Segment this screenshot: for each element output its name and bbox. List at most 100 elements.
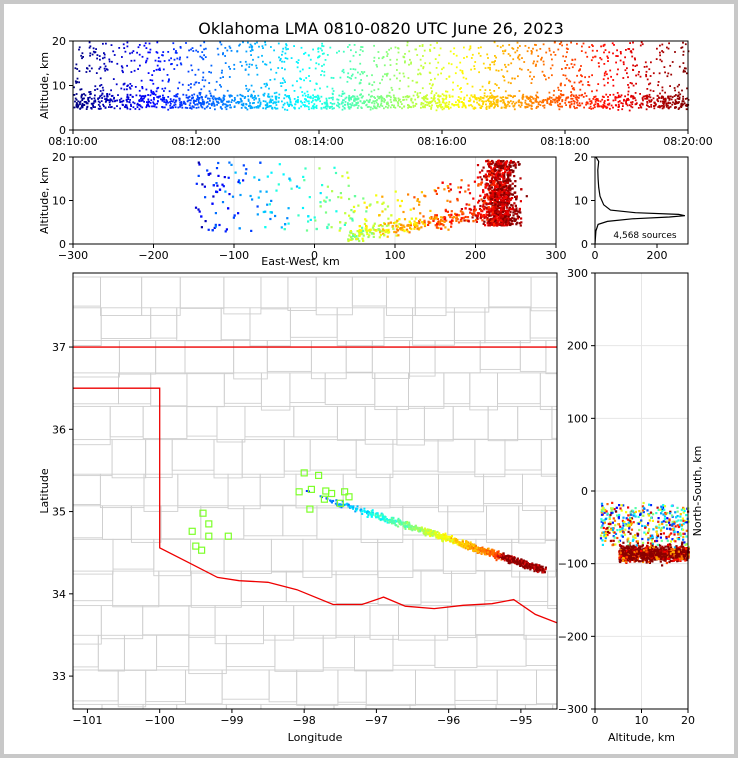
- source-point: [418, 222, 421, 225]
- source-point: [497, 105, 499, 108]
- source-point: [460, 219, 463, 223]
- source-point: [372, 228, 375, 231]
- source-point: [105, 100, 107, 102]
- source-point: [422, 66, 425, 68]
- source-point: [405, 98, 408, 101]
- source-point: [357, 204, 360, 207]
- source-point: [264, 100, 267, 103]
- source-point: [395, 224, 398, 227]
- source-point: [141, 55, 144, 58]
- source-point: [143, 44, 146, 47]
- source-point: [604, 105, 607, 108]
- source-point: [662, 98, 665, 100]
- source-point: [141, 99, 144, 102]
- source-point: [562, 93, 565, 96]
- source-point: [401, 107, 403, 110]
- source-point: [377, 228, 380, 231]
- source-point: [521, 95, 524, 97]
- source-point: [354, 510, 357, 513]
- source-point: [581, 83, 584, 86]
- source-point: [493, 63, 496, 66]
- source-point: [159, 60, 162, 63]
- source-point: [616, 73, 619, 76]
- source-point: [224, 106, 227, 109]
- source-point: [493, 95, 496, 98]
- source-point: [542, 101, 544, 104]
- source-point: [631, 101, 634, 103]
- source-point: [198, 91, 201, 94]
- source-point: [258, 178, 261, 181]
- source-point: [199, 102, 202, 104]
- source-point: [456, 197, 459, 201]
- source-point: [408, 95, 411, 98]
- source-point: [169, 98, 172, 100]
- source-point: [473, 107, 476, 110]
- source-point: [653, 102, 656, 105]
- source-point: [91, 53, 94, 56]
- source-point: [526, 106, 528, 108]
- source-point: [399, 79, 401, 82]
- source-point: [581, 102, 584, 105]
- source-point: [179, 103, 181, 106]
- source-point: [392, 94, 395, 97]
- source-point: [504, 104, 507, 106]
- source-point: [580, 80, 583, 83]
- source-point: [554, 98, 557, 101]
- source-point: [520, 221, 523, 224]
- source-point: [74, 97, 77, 100]
- source-point: [101, 97, 103, 99]
- source-point: [93, 100, 96, 103]
- source-point: [535, 107, 538, 109]
- source-point: [588, 75, 591, 78]
- source-point: [573, 105, 575, 108]
- source-point: [487, 66, 490, 69]
- source-point: [382, 201, 385, 204]
- source-point: [508, 213, 511, 217]
- county-cell: [227, 473, 261, 510]
- source-point: [499, 96, 502, 99]
- source-point: [537, 105, 539, 108]
- source-point: [348, 44, 351, 46]
- source-point: [515, 197, 518, 200]
- source-point: [159, 69, 161, 71]
- source-point: [584, 51, 587, 54]
- source-point: [662, 51, 665, 54]
- map-sources: [305, 490, 547, 574]
- source-point: [155, 68, 158, 71]
- source-point: [449, 106, 452, 109]
- source-point: [404, 53, 406, 55]
- source-point: [350, 96, 353, 98]
- source-point: [275, 71, 278, 74]
- source-point: [270, 46, 272, 48]
- source-point: [353, 233, 356, 236]
- source-point: [559, 96, 562, 99]
- source-point: [150, 99, 153, 102]
- source-point: [88, 70, 91, 73]
- source-point: [599, 57, 602, 59]
- source-point: [157, 96, 160, 99]
- source-point: [513, 210, 516, 213]
- county-cell: [324, 372, 376, 405]
- source-point: [201, 56, 203, 59]
- source-point: [360, 46, 362, 48]
- source-point: [471, 216, 474, 219]
- source-point: [404, 61, 406, 64]
- source-point: [389, 98, 392, 101]
- source-point: [92, 104, 94, 107]
- source-point: [494, 174, 497, 177]
- source-point: [515, 209, 518, 212]
- source-point: [496, 185, 499, 188]
- source-point: [217, 53, 220, 56]
- county-cell: [451, 570, 486, 607]
- source-point: [591, 44, 593, 46]
- source-point: [514, 162, 517, 165]
- county-cell: [142, 405, 188, 440]
- source-point: [648, 106, 651, 108]
- source-point: [645, 108, 648, 111]
- county-cell: [111, 439, 147, 479]
- county-cell: [342, 473, 391, 509]
- county-cell: [216, 405, 246, 443]
- source-point: [83, 101, 86, 103]
- source-point: [514, 95, 516, 97]
- source-point: [129, 94, 132, 96]
